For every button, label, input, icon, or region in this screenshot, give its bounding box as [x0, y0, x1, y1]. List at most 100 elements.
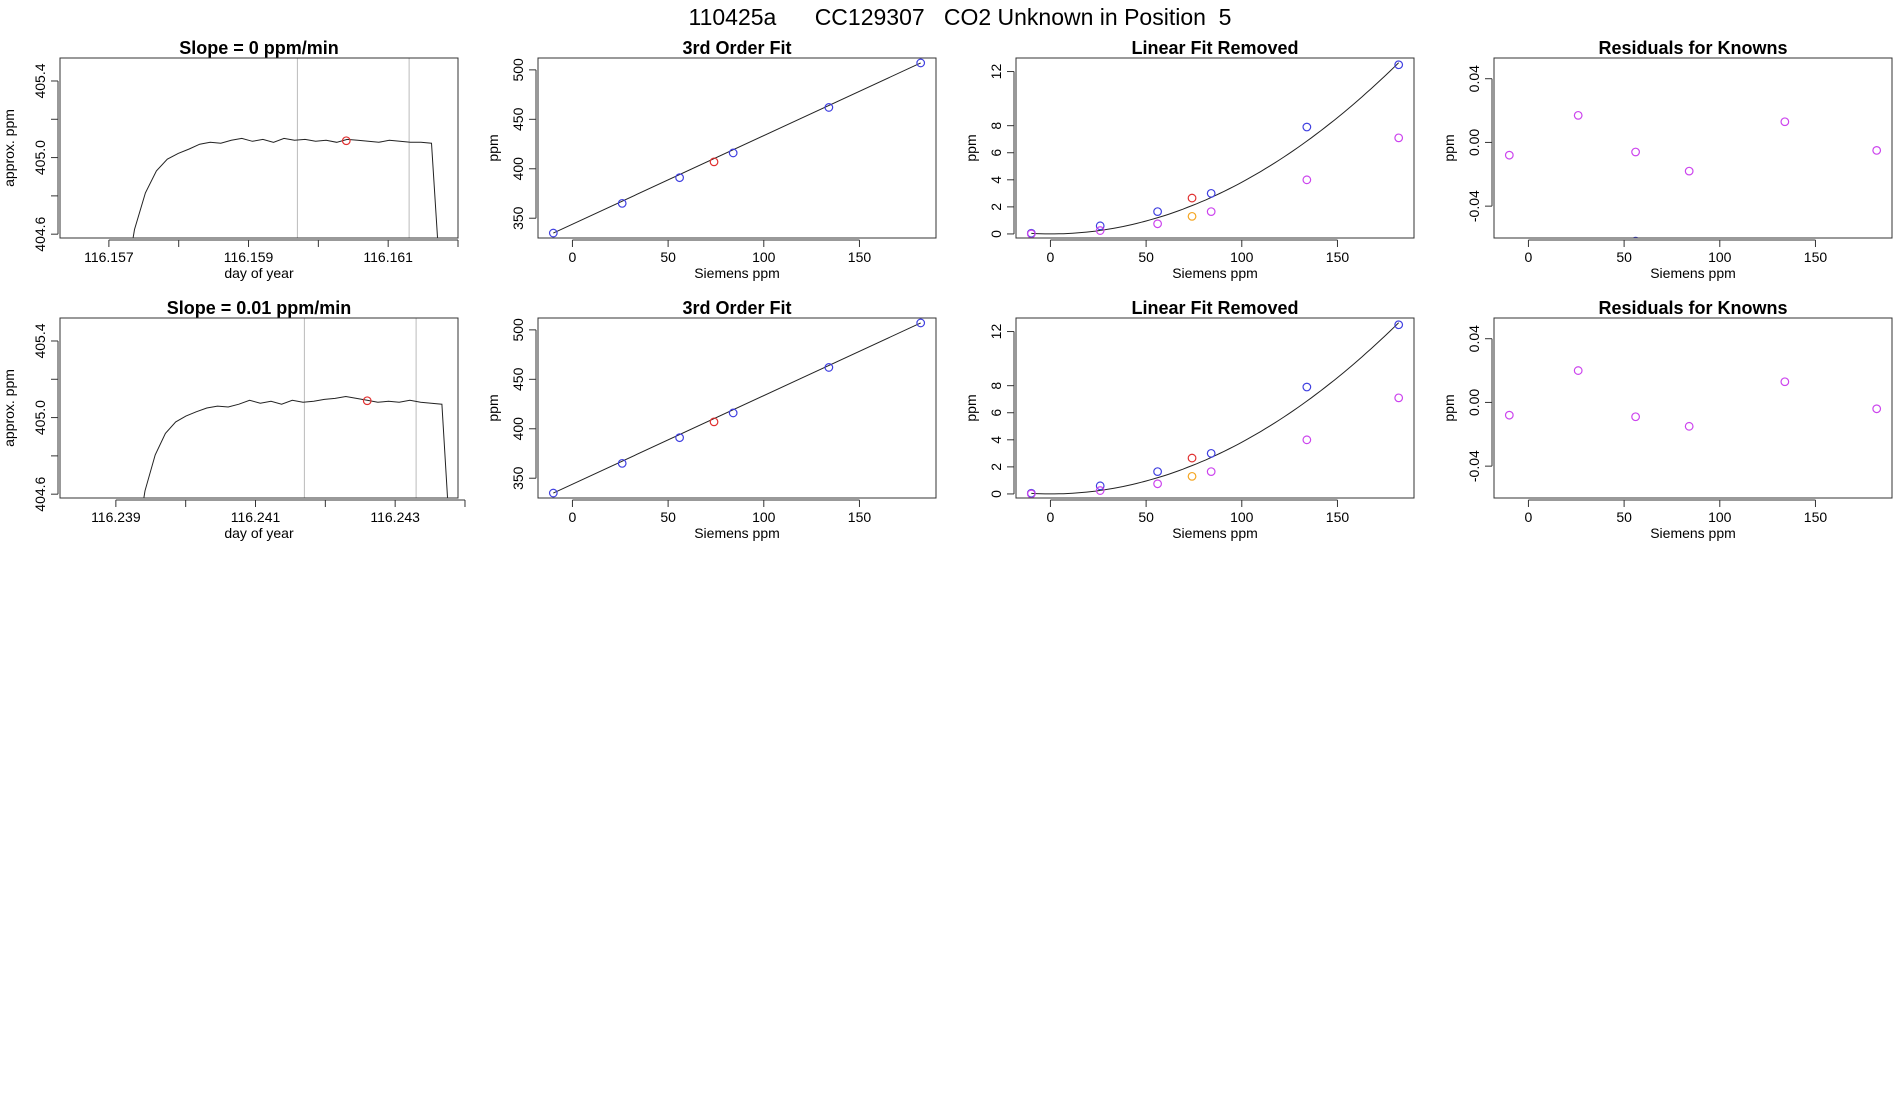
res1-xtick-label-1: 50	[1616, 249, 1632, 265]
lin2-fit-curve	[1031, 322, 1400, 495]
fit1-point-0	[548, 228, 558, 238]
fit2-xtick-label-1: 50	[660, 509, 676, 525]
lin2-point-10	[1206, 467, 1216, 477]
res1-xtick-label-3: 150	[1804, 249, 1828, 265]
lin1-ytick-label-1: 2	[988, 203, 1004, 211]
res2-ytick-label-1: 0.00	[1466, 389, 1482, 416]
res2-xtick-label-2: 100	[1708, 509, 1732, 525]
fit2-point-6	[916, 318, 926, 328]
fit1-point-6	[916, 58, 926, 68]
lin1-point-9	[1153, 219, 1162, 229]
fit1-title: 3rd Order Fit	[682, 38, 791, 58]
ts1-trace	[132, 137, 439, 238]
lin1-xtick-label-3: 150	[1326, 249, 1350, 265]
res1-point-6	[1632, 236, 1639, 238]
lin1-ytick-label-4: 8	[988, 122, 1004, 130]
fit2-frame	[537, 317, 937, 499]
lin1-point-3	[1206, 188, 1216, 198]
ts1-ytick-label-0: 404.6	[32, 216, 48, 251]
lin2-point-13	[1187, 471, 1197, 481]
fit2-ytick-label-0: 350	[510, 466, 526, 490]
ts2-frame	[59, 317, 459, 499]
lin2-point-2	[1153, 467, 1162, 477]
lin1-xtick-label-0: 0	[1047, 249, 1055, 265]
lin2-ytick-label-5: 12	[988, 324, 1004, 340]
lin1-point-1	[1095, 221, 1105, 231]
fit2-title: 3rd Order Fit	[682, 298, 791, 318]
lin1-title: Linear Fit Removed	[1131, 38, 1298, 58]
res1-title: Residuals for Knowns	[1598, 38, 1787, 58]
lin2-point-11	[1302, 435, 1312, 445]
fit2-ytick-label-3: 500	[510, 318, 526, 342]
fit1-point-2	[675, 173, 684, 183]
lin1-ytick-label-3: 6	[988, 149, 1004, 157]
lin2-point-1	[1095, 481, 1105, 491]
fit1-xtick-label-1: 50	[660, 249, 676, 265]
panels: Slope = 0 ppm/min 116.157 116.159 116.161 da…	[1, 38, 1893, 541]
ts1-ylabel: approx. ppm	[1, 109, 17, 187]
lin2-xtick-label-2: 100	[1230, 509, 1254, 525]
res1-ytick-label-2: 0.04	[1466, 65, 1482, 92]
res2-point-2	[1631, 412, 1640, 422]
lin2-ylabel: ppm	[963, 394, 979, 421]
fit1-xtick-label-0: 0	[569, 249, 577, 265]
ts1-ytick-label-2: 405.0	[32, 140, 48, 175]
ts2-title: Slope = 0.01 ppm/min	[167, 298, 352, 318]
lin1-ytick-label-2: 4	[988, 176, 1004, 184]
res2-xtick-label-1: 50	[1616, 509, 1632, 525]
panel-fit2: 3rd Order Fit 0 50 100 150 Siemens ppm 350 400 4…	[485, 298, 937, 541]
fit1-ytick-label-2: 450	[510, 107, 526, 131]
fit2-ytick-label-1: 400	[510, 417, 526, 441]
res1-xtick-label-2: 100	[1708, 249, 1732, 265]
lin2-frame	[1015, 317, 1415, 499]
fit2-point-5	[824, 363, 834, 372]
res2-point-3	[1684, 421, 1694, 431]
res1-point-2	[1631, 147, 1640, 157]
fit1-ylabel: ppm	[485, 134, 501, 161]
res2-ytick-label-0: -0.04	[1466, 450, 1482, 482]
res2-title: Residuals for Knowns	[1598, 298, 1787, 318]
lin2-point-8	[1095, 486, 1105, 495]
fit2-point-3	[709, 417, 719, 427]
ts1-xtick-label-4: 116.161	[363, 249, 413, 265]
lin2-ytick-label-2: 4	[988, 436, 1004, 444]
fit2-point-4	[728, 408, 738, 418]
panel-ts1: Slope = 0 ppm/min 116.157 116.159 116.161 da…	[1, 38, 459, 281]
res1-point-3	[1684, 166, 1694, 176]
lin1-point-10	[1206, 207, 1216, 217]
lin2-point-4	[1302, 382, 1312, 392]
lin2-ytick-label-1: 2	[988, 463, 1004, 471]
res1-point-5	[1872, 145, 1882, 155]
res2-ylabel: ppm	[1441, 394, 1457, 421]
res2-ytick-label-2: 0.04	[1466, 325, 1482, 352]
ts2-ytick-label-4: 405.4	[32, 323, 48, 358]
ts1-frame	[59, 57, 459, 239]
lin1-xtick-label-1: 50	[1138, 249, 1154, 265]
figure-title: 110425a CC129307 CO2 Unknown in Position…	[689, 4, 1232, 30]
lin1-point-13	[1187, 211, 1197, 221]
lin1-point-11	[1302, 175, 1312, 185]
lin2-point-6	[1187, 453, 1197, 463]
res1-point-1	[1573, 110, 1583, 120]
ts2-xlabel: day of year	[224, 525, 294, 541]
panel-ts2: Slope = 0.01 ppm/min 116.239 116.241 116.24…	[1, 298, 466, 541]
fit2-xtick-label-3: 150	[848, 509, 872, 525]
ts1-title: Slope = 0 ppm/min	[179, 38, 339, 58]
fit1-xtick-label-2: 100	[752, 249, 776, 265]
res1-ytick-label-1: 0.00	[1466, 129, 1482, 156]
lin1-ylabel: ppm	[963, 134, 979, 161]
lin2-point-9	[1153, 479, 1162, 489]
lin2-ytick-label-4: 8	[988, 382, 1004, 390]
fit1-xlabel: Siemens ppm	[694, 265, 780, 281]
ts1-xtick-label-2: 116.159	[224, 249, 274, 265]
lin2-point-12	[1394, 393, 1404, 403]
lin2-xlabel: Siemens ppm	[1172, 525, 1258, 541]
lin1-fit-curve	[1031, 62, 1400, 235]
lin1-frame	[1015, 57, 1415, 239]
ts1-xtick-label-0: 116.157	[84, 249, 134, 265]
fit1-ytick-label-1: 400	[510, 157, 526, 181]
fit2-xtick-label-0: 0	[569, 509, 577, 525]
fit2-xtick-label-2: 100	[752, 509, 776, 525]
lin2-xtick-label-1: 50	[1138, 509, 1154, 525]
